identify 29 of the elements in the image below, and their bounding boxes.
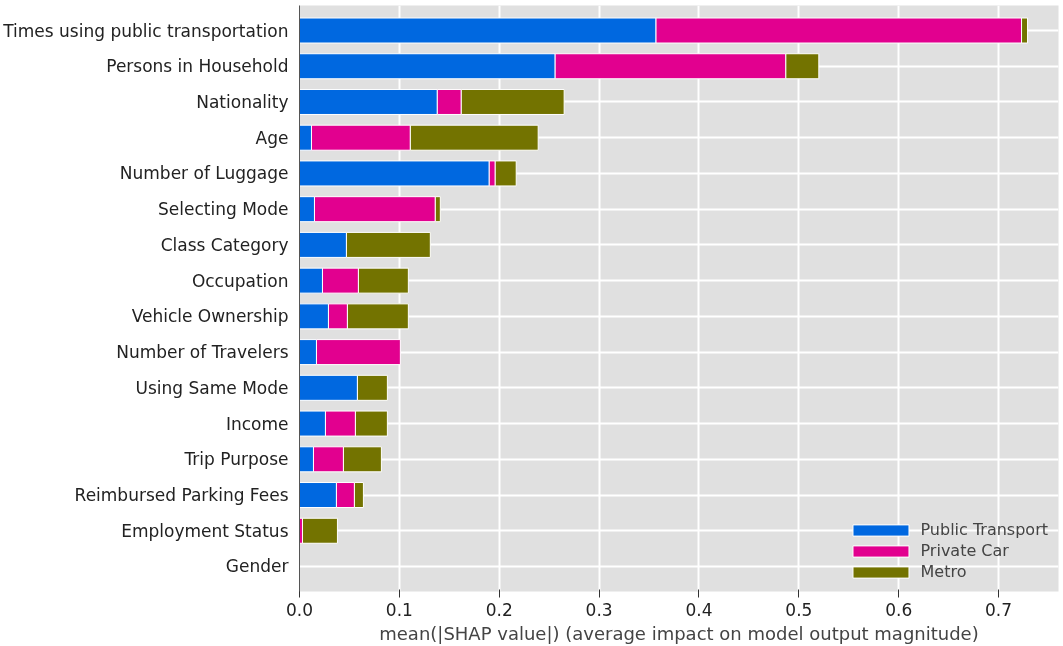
x-tick-label: 0.4 — [685, 599, 713, 620]
y-tick-label: Employment Status — [121, 520, 289, 541]
x-tick-label: 0.7 — [985, 599, 1013, 620]
x-tick-label: 0.1 — [385, 599, 413, 620]
legend-label: Metro — [920, 562, 967, 581]
y-tick-label: Reimbursed Parking Fees — [74, 485, 289, 506]
legend-label: Private Car — [920, 541, 1009, 560]
y-tick-label: Gender — [225, 556, 289, 577]
y-tick-label: Nationality — [196, 91, 289, 112]
x-tick-label: 0.6 — [885, 599, 913, 620]
bar — [302, 517, 338, 544]
y-tick-label: Class Category — [160, 234, 289, 255]
x-tick-label: 0.2 — [485, 599, 513, 620]
x-tick-label: 0.0 — [285, 599, 314, 620]
y-tick-label: Trip Purpose — [183, 449, 289, 470]
x-tick-label: 0.3 — [585, 599, 613, 620]
y-tick-label: Vehicle Ownership — [131, 306, 289, 327]
y-tick-label: Income — [225, 413, 289, 434]
x-axis-title: mean(|SHAP value|) (average impact on model output magnitude) — [379, 622, 979, 644]
y-tick-label: Selecting Mode — [158, 199, 289, 220]
y-tick-label: Persons in Household — [106, 56, 289, 77]
y-tick-label: Using Same Mode — [135, 377, 289, 398]
legend-label: Public Transport — [920, 520, 1048, 539]
x-tick-label: 0.5 — [785, 599, 813, 620]
y-tick-label: Occupation — [191, 270, 289, 291]
y-tick-label: Times using public transportation — [2, 20, 289, 41]
y-tick-label: Number of Travelers — [116, 342, 289, 363]
y-tick-label: Number of Luggage — [119, 163, 289, 184]
y-tick-label: Age — [255, 127, 289, 148]
